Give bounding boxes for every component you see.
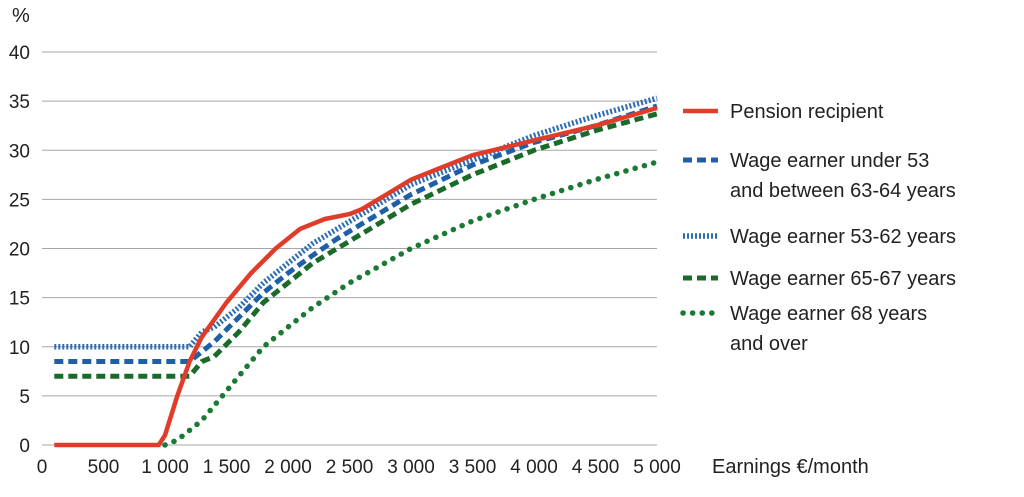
legend-label-5: Wage earner 68 years: [730, 303, 927, 325]
series-line-2: [54, 106, 657, 362]
y-tick-label: 0: [19, 436, 30, 457]
x-tick-label: 1 500: [203, 457, 251, 478]
y-tick-label: 15: [9, 289, 30, 310]
gridlines: [42, 52, 657, 445]
y-tick-label: 20: [9, 240, 30, 261]
series-line-5: [165, 162, 657, 445]
x-tick-label: 2 000: [264, 457, 312, 478]
x-tick-label: 5 000: [633, 457, 681, 478]
x-tick-label: 4 500: [572, 457, 620, 478]
legend-label-2: Wage earner under 53: [730, 150, 929, 172]
y-tick-label: 25: [9, 190, 30, 211]
x-tick-label: 3 000: [387, 457, 435, 478]
series-line-4: [54, 114, 657, 376]
y-tick-label: 35: [9, 92, 30, 113]
x-tick-label: 1 000: [141, 457, 189, 478]
y-tick-label: 40: [9, 43, 30, 64]
y-axis-ticks: 0 5 10 15 20 25 30 35 40: [9, 43, 30, 457]
x-tick-label: 2 500: [326, 457, 374, 478]
series-line-1: [54, 108, 657, 445]
legend: Pension recipient Wage earner under 53 and…: [683, 101, 956, 355]
x-axis-label: Earnings €/month: [712, 456, 869, 478]
legend-label-3: Wage earner 53-62 years: [730, 226, 956, 248]
y-tick-label: 5: [19, 387, 30, 408]
y-tick-label: 10: [9, 338, 30, 359]
line-chart: 0 5 10 15 20 25 30 35 40 0 500 1 000 1 500 2 000 2 50…: [0, 0, 1024, 497]
x-tick-label: 0: [37, 457, 48, 478]
y-tick-label: 30: [9, 141, 30, 162]
x-tick-label: 3 500: [449, 457, 497, 478]
x-tick-label: 500: [88, 457, 120, 478]
legend-label-2: and between 63-64 years: [730, 180, 956, 202]
x-axis-ticks: 0 500 1 000 1 500 2 000 2 500 3 000 3 500 4 000 4…: [37, 457, 681, 478]
legend-label-4: Wage earner 65-67 years: [730, 268, 956, 290]
x-tick-label: 4 000: [510, 457, 558, 478]
legend-label-5: and over: [730, 333, 808, 355]
legend-label-1: Pension recipient: [730, 101, 884, 123]
y-axis-label: %: [12, 5, 30, 27]
